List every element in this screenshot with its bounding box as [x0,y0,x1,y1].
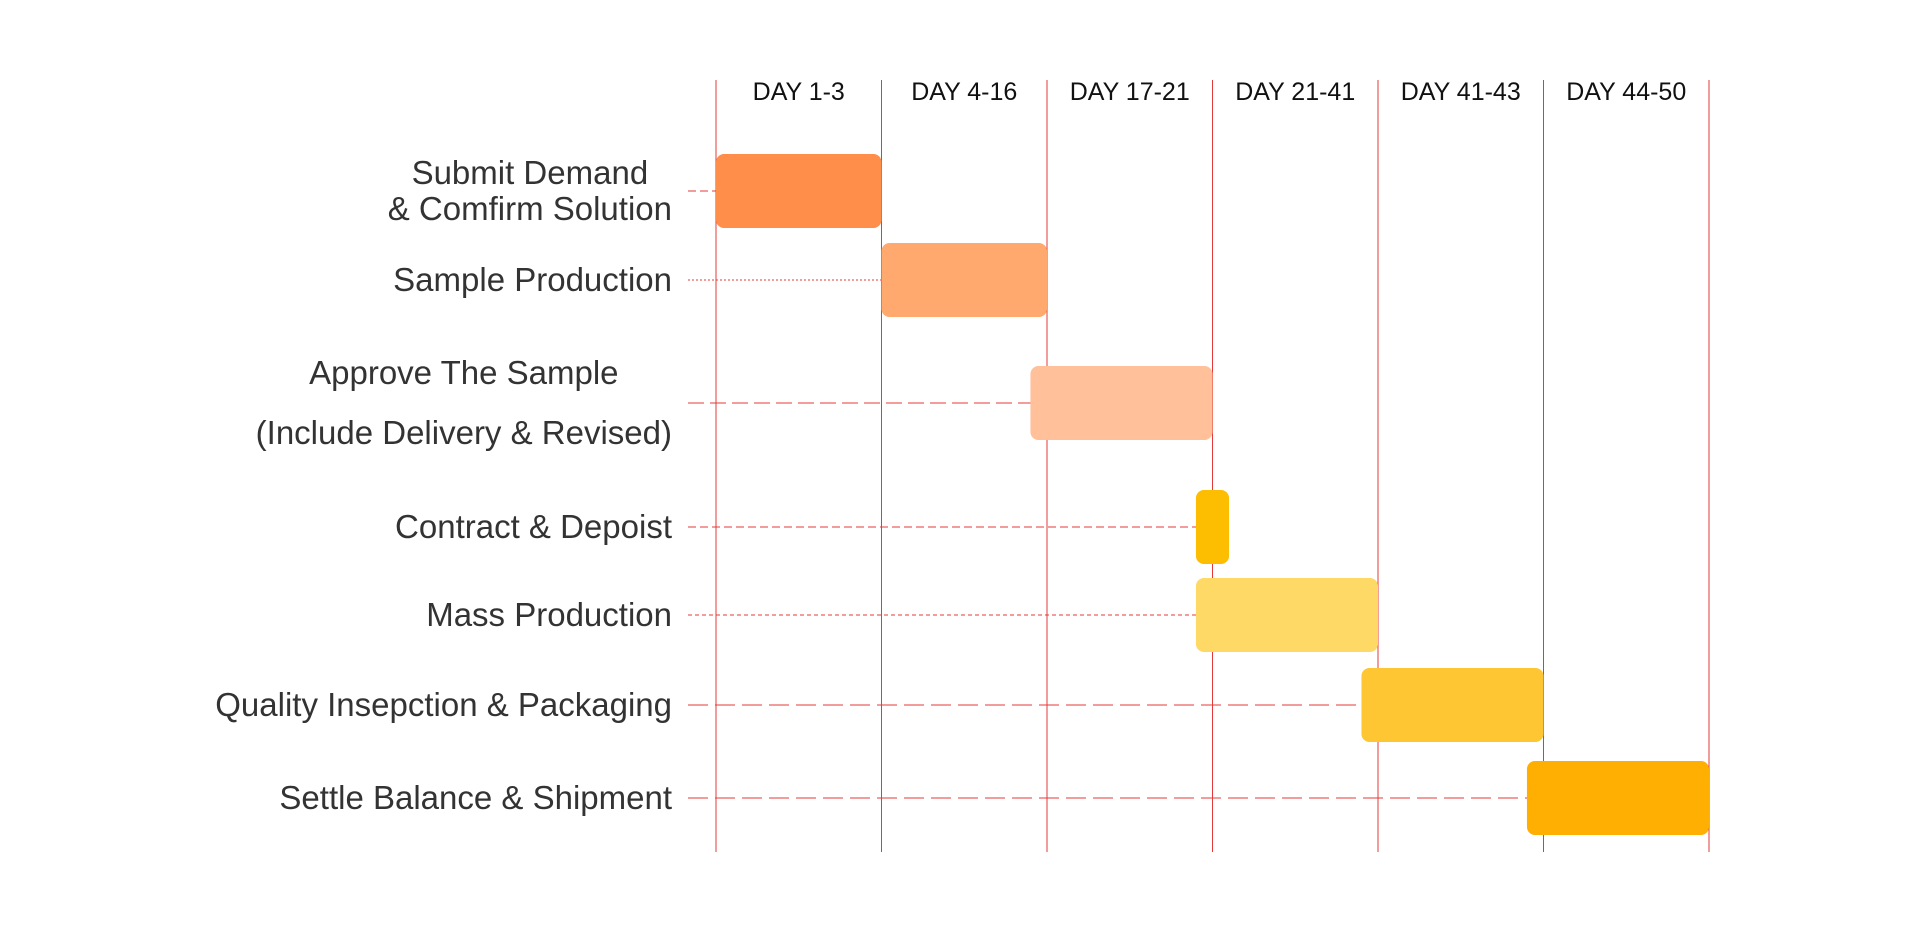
task-label-3-line-2: (Include Delivery & Revised) [256,414,672,451]
task-label-6: Quality Insepction & Packaging [215,686,672,723]
task-bar-1 [716,154,882,228]
task-label-4: Contract & Depoist [395,508,672,545]
task-bar-2 [881,243,1047,317]
task-bar-7 [1526,761,1709,835]
task-bar-5 [1195,578,1378,652]
task-label-1-line-2: & Comfirm Solution [388,190,672,227]
task-bar-3 [1030,366,1213,440]
task-label-5: Mass Production [426,596,672,633]
column-header-1: DAY 1-3 [753,78,845,106]
task-bar-6 [1361,668,1544,742]
column-header-3: DAY 17-21 [1070,78,1190,106]
task-bar-4 [1195,490,1230,564]
task-label-1-line-1: Submit Demand [412,154,649,191]
task-label-2: Sample Production [393,261,672,298]
column-header-6: DAY 44-50 [1566,78,1686,106]
column-header-2: DAY 4-16 [911,78,1017,106]
task-label-7: Settle Balance & Shipment [279,779,672,816]
column-header-4: DAY 21-41 [1235,78,1355,106]
column-header-5: DAY 41-43 [1401,78,1521,106]
task-label-3-line-1: Approve The Sample [309,354,618,391]
